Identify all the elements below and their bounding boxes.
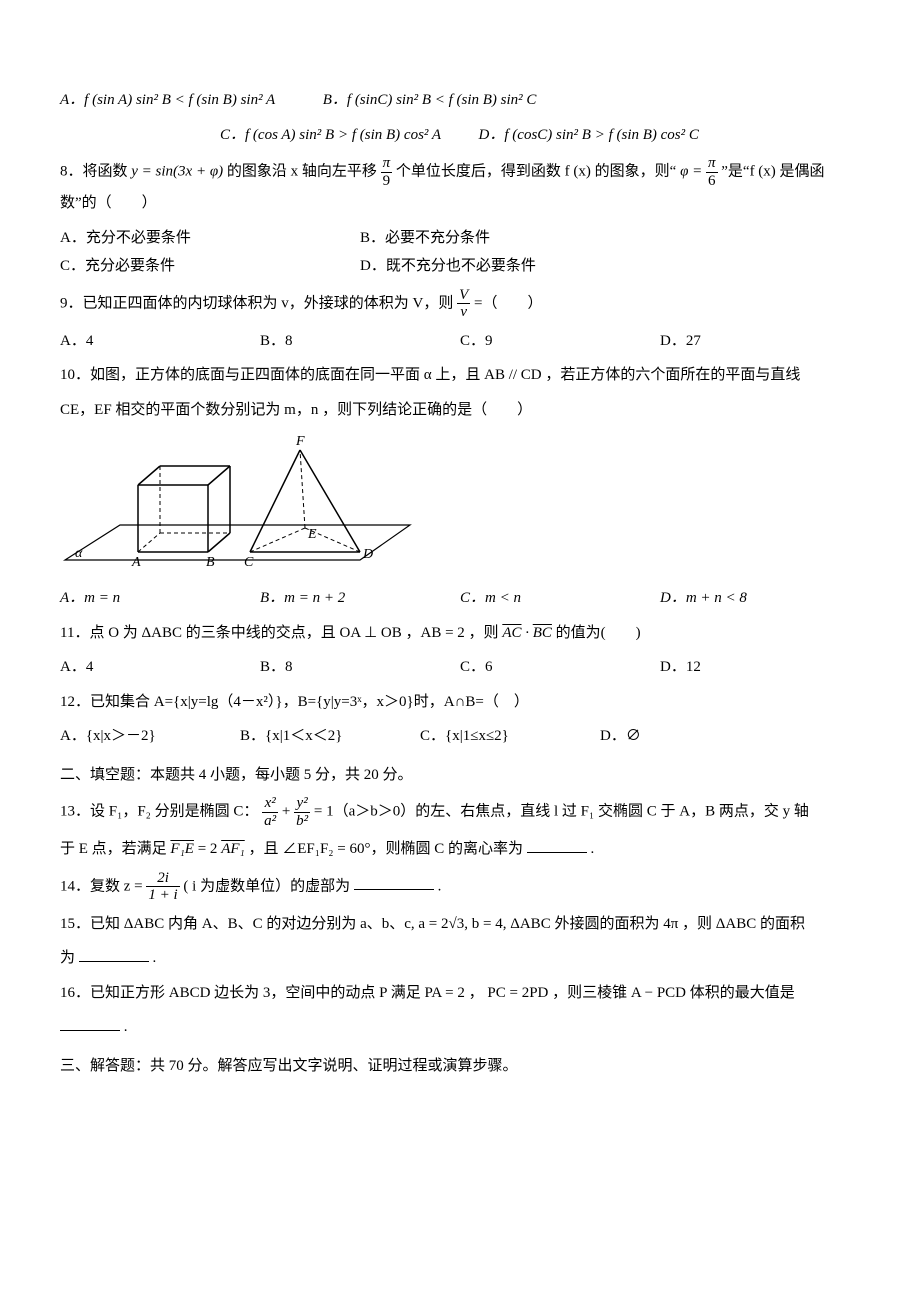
lbl-B: B: [206, 555, 215, 570]
q7-options-row1: A．f (sin A) sin² B < f (sin B) sin² A B．…: [60, 86, 860, 115]
q8-pre: 8．将函数: [60, 163, 131, 179]
q13-line1: 13．设 F₁，F₂ 分别是椭圆 C： x²a² + y²b² = 1（a＞b＞…: [60, 795, 860, 829]
q12-opt-c: C．{x|1≤x≤2}: [420, 722, 560, 751]
q16-post: .: [124, 1019, 128, 1035]
lbl-E: E: [307, 527, 317, 542]
q11-options: A．4 B．8 C．6 D．12: [60, 653, 860, 682]
q10-opt-c: C．m < n: [460, 584, 660, 613]
q12-opt-b: B．{x|1＜x＜2}: [240, 722, 380, 751]
section-3: 三、解答题：共 70 分。解答应写出文字说明、证明过程或演算步骤。: [60, 1052, 860, 1081]
q9-opt-a: A．4: [60, 327, 260, 356]
q13-pre: 13．设 F₁，F₂ 分别是椭圆 C：: [60, 803, 258, 819]
q12-stem: 12．已知集合 A={x|y=lg（4－x²）}，B={y|y=3ˣ，x＞0}时…: [60, 688, 860, 717]
q8-opt-c: C．充分必要条件: [60, 252, 360, 281]
q12-opt-d: D．∅: [600, 722, 740, 751]
q15-blank: [79, 946, 149, 962]
q10-line2: CE，EF 相交的平面个数分别记为 m，n ，则下列结论正确的是（ ）: [60, 396, 860, 425]
q16-line1: 16．已知正方形 ABCD 边长为 3，空间中的动点 P 满足 PA = 2 ，…: [60, 979, 860, 1008]
q9-stem: 9．已知正四面体的内切球体积为 v，外接球的体积为 V，则 Vv =（ ）: [60, 287, 860, 321]
q7-opt-c: C．f (cos A) sin² B > f (sin B) cos² A: [220, 127, 441, 143]
q9-options: A．4 B．8 C．9 D．27: [60, 327, 860, 356]
lbl-alpha: α: [75, 546, 83, 561]
q9-frac: Vv: [457, 287, 470, 321]
q9-post: =（ ）: [474, 295, 542, 311]
lbl-A: A: [131, 555, 141, 570]
q8-frac1: π9: [381, 155, 393, 189]
lbl-F: F: [295, 434, 305, 449]
q10-figure: α A B C D E F: [60, 430, 420, 580]
section-2: 二、填空题：本题共 4 小题，每小题 5 分，共 20 分。: [60, 761, 860, 790]
q10-line1: 10．如图，正方体的底面与正四面体的底面在同一平面 α 上，且 AB // CD…: [60, 361, 860, 390]
q11-opt-b: B．8: [260, 653, 460, 682]
q11-pre: 11．点 O 为 ΔABC 的三条中线的交点，且 OA ⊥ OB ，AB = 2…: [60, 625, 502, 641]
q13-post: .: [591, 841, 595, 857]
q10-opt-b: B．m = n + 2: [260, 584, 460, 613]
q13-eq: = 1（a＞b＞0）的左、右焦点，直线 l 过 F₁ 交椭圆 C 于 A，B 两…: [314, 803, 809, 819]
q10-opt-d: D．m + n < 8: [660, 584, 860, 613]
q14-pre: 14．复数 z =: [60, 878, 146, 894]
q13-vec2: AF₁: [221, 841, 245, 857]
q11-opt-a: A．4: [60, 653, 260, 682]
lbl-C: C: [244, 555, 254, 570]
q8-options-2: C．充分必要条件 D．既不充分也不必要条件: [60, 252, 660, 281]
q8-stem: 8．将函数 y = sin(3x + φ) 的图象沿 x 轴向左平移 π9 个单…: [60, 155, 860, 218]
q9-opt-b: B．8: [260, 327, 460, 356]
q15-line2: 为 .: [60, 944, 860, 973]
q13-vec1: F₁E: [170, 841, 194, 857]
q8-frac2: π6: [706, 155, 718, 189]
q13-l2mid: ，且 ∠EF₁F₂ = 60°，则椭圆 C 的离心率为: [248, 841, 523, 857]
q7-opt-a: A．f (sin A) sin² B < f (sin B) sin² A: [60, 92, 275, 108]
q10-options: A．m = n B．m = n + 2 C．m < n D．m + n < 8: [60, 584, 860, 613]
q11-opt-c: C．6: [460, 653, 660, 682]
q9-pre: 9．已知正四面体的内切球体积为 v，外接球的体积为 V，则: [60, 295, 457, 311]
q16-blank: [60, 1015, 120, 1031]
q13-frac2: y²b²: [294, 795, 310, 829]
q8-phi: φ =: [680, 163, 706, 179]
q7-options-row2: C．f (cos A) sin² B > f (sin B) cos² A D．…: [60, 121, 860, 150]
q8-mid1: 的图象沿 x 轴向左平移: [227, 163, 381, 179]
q13-l2pre: 于 E 点，若满足: [60, 841, 170, 857]
q8-mid2: 个单位长度后，得到函数 f (x) 的图象，则“: [396, 163, 676, 179]
q15-l2pre: 为: [60, 950, 75, 966]
q14-post: .: [438, 878, 442, 894]
q11-vec: AC: [502, 625, 521, 641]
q8-options-1: A．充分不必要条件 B．必要不充分条件: [60, 224, 660, 253]
q14: 14．复数 z = 2i1 + i ( i 为虚数单位）的虚部为 .: [60, 870, 860, 904]
q9-opt-c: C．9: [460, 327, 660, 356]
lbl-D: D: [362, 547, 373, 562]
q9-opt-d: D．27: [660, 327, 860, 356]
q8-opt-a: A．充分不必要条件: [60, 224, 360, 253]
q7-opt-d: D．f (cosC) sin² B > f (sin B) cos² C: [479, 127, 699, 143]
q14-frac: 2i1 + i: [146, 870, 179, 904]
q10-opt-a: A．m = n: [60, 584, 260, 613]
q8-fn: y = sin(3x + φ): [131, 163, 223, 179]
q13-line2: 于 E 点，若满足 F₁E = 2 AF₁ ，且 ∠EF₁F₂ = 60°，则椭…: [60, 835, 860, 864]
q11-post: 的值为( ): [556, 625, 641, 641]
q8-opt-b: B．必要不充分条件: [360, 224, 660, 253]
q13-blank: [527, 837, 587, 853]
q14-mid: ( i 为虚数单位）的虚部为: [183, 878, 350, 894]
q8-opt-d: D．既不充分也不必要条件: [360, 252, 660, 281]
q11-stem: 11．点 O 为 ΔABC 的三条中线的交点，且 OA ⊥ OB ，AB = 2…: [60, 619, 860, 648]
q16-line2: .: [60, 1013, 860, 1042]
q12-options: A．{x|x＞－2} B．{x|1＜x＜2} C．{x|1≤x≤2} D．∅: [60, 722, 860, 751]
q7-opt-b: B．f (sinC) sin² B < f (sin B) sin² C: [323, 92, 537, 108]
q12-opt-a: A．{x|x＞－2}: [60, 722, 200, 751]
q11-opt-d: D．12: [660, 653, 860, 682]
q14-blank: [354, 874, 434, 890]
q15-post: .: [153, 950, 157, 966]
q13-frac1: x²a²: [262, 795, 278, 829]
q15-line1: 15．已知 ΔABC 内角 A、B、C 的对边分别为 a、b、c, a = 2√…: [60, 910, 860, 939]
